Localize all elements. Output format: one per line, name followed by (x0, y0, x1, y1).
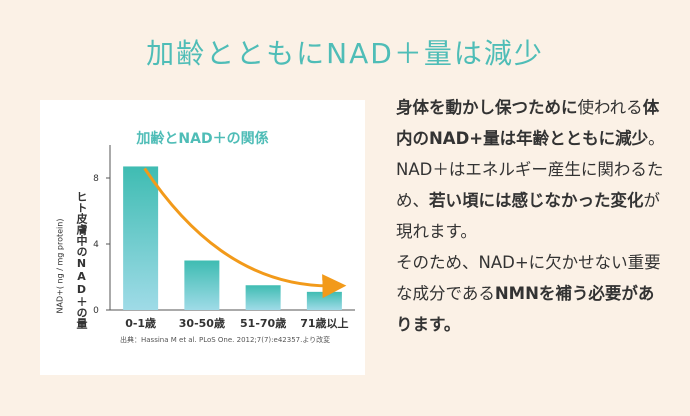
body-text: 身体を動かし保つために使われる体内のNAD+量は年齢とともに減少。 NAD＋はエネ… (396, 92, 666, 340)
chart-source: 出典：Hassina M et al. PLoS One. 2012;7(7):… (120, 336, 331, 344)
bar (184, 260, 220, 310)
y-tick-label: 8 (93, 174, 99, 184)
chart-title: 加齢とNAD＋の関係 (136, 131, 269, 147)
bar (123, 166, 159, 310)
chart-card: 加齢とNAD＋の関係 NAD+( ng / mg protein) ヒト皮膚中の… (40, 100, 365, 375)
body-paragraph: NAD＋はエネルギー産生に関わるため、若い頃には感じなかった変化が現れます。 (396, 154, 666, 247)
body-emphasis: 体内のNAD+量は年齢とともに減少 (396, 98, 660, 148)
trend-arrow (143, 167, 347, 299)
y-tick-label: 0 (93, 306, 99, 316)
body-text-run: 使われる (577, 98, 643, 117)
body-text-run: 。 (648, 129, 665, 148)
y-axis-label: ヒト皮膚中のNAD＋の量 (75, 191, 88, 329)
body-paragraph: 身体を動かし保つために使われる体内のNAD+量は年齢とともに減少。 (396, 92, 666, 154)
bar (245, 285, 281, 310)
body-text-run: そのため、NAD+に欠かせない重要な成分である (396, 253, 661, 303)
body-emphasis: NMNを補う必要があります。 (396, 284, 655, 334)
body-text-run: が現れます。 (396, 191, 660, 241)
bar-chart: 0 4 8 0-1歳 30-50歳 51-70歳 71歳以上 (93, 145, 355, 330)
bar (306, 291, 342, 310)
x-tick-label: 71歳以上 (300, 316, 348, 330)
y-tick-label: 4 (93, 240, 99, 250)
headline: 加齢とともにNAD＋量は減少 (146, 37, 544, 70)
x-tick-label: 51-70歳 (240, 316, 286, 330)
x-tick-label: 0-1歳 (125, 316, 156, 330)
body-paragraph: そのため、NAD+に欠かせない重要な成分であるNMNを補う必要があります。 (396, 247, 666, 340)
x-tick-label: 30-50歳 (179, 316, 225, 330)
body-emphasis: 身体を動かし保つために (396, 98, 578, 117)
body-text-run: NAD＋はエネルギー産生に関わるため、 (396, 160, 664, 210)
body-emphasis: 若い頃には感じなかった変化 (429, 191, 644, 210)
